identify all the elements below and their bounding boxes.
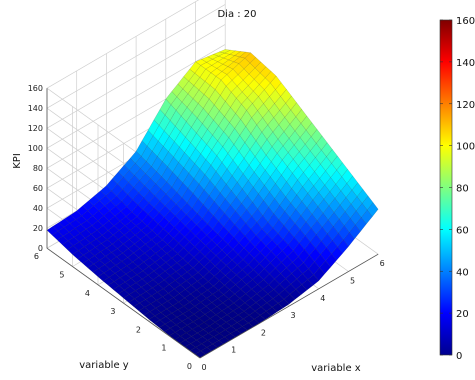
colorbar-tick-label: 80 — [456, 184, 469, 195]
z-tick-label: 60 — [33, 184, 43, 193]
z-tick-label: 40 — [33, 204, 43, 213]
surface-patch — [112, 171, 124, 185]
surface-patch — [46, 226, 59, 236]
z-axis-label: KPI — [12, 153, 23, 169]
x-tick-label: 3 — [291, 311, 296, 320]
z-tick-label: 80 — [33, 164, 43, 173]
z-tick-label: 20 — [33, 224, 43, 233]
x-tick-label: 2 — [261, 328, 266, 337]
surface-mesh — [46, 49, 379, 359]
surface-patch — [94, 190, 106, 202]
colorbar-tick-label: 20 — [456, 309, 469, 320]
x-tick-label: 6 — [380, 259, 385, 268]
z-tick-label: 0 — [38, 244, 43, 253]
colorbar-ticks: 0 20 40 60 80 100 120 140 160 — [440, 16, 475, 362]
surface-patch — [100, 185, 112, 197]
surface-patch — [76, 205, 88, 217]
surface-patch — [218, 49, 231, 54]
z-tick-label: 140 — [28, 104, 43, 113]
colorbar-tick-label: 160 — [456, 16, 475, 27]
z-tick-label: 100 — [28, 144, 43, 153]
y-axis-line — [46, 247, 201, 359]
z-tick-label: 160 — [28, 84, 43, 93]
y-tick-label: 6 — [34, 252, 39, 261]
x-tick-label: 1 — [231, 346, 236, 355]
x-axis-label: variable x — [311, 363, 361, 374]
y-tick-label: 4 — [85, 289, 90, 298]
x-tick-label: 4 — [320, 294, 325, 303]
surface-patch — [52, 222, 65, 232]
y-axis-label: variable y — [79, 360, 129, 371]
y-tick-label: 0 — [187, 362, 192, 371]
z-tick-label: 120 — [28, 124, 43, 133]
colorbar-tick-label: 140 — [456, 58, 475, 69]
colorbar-tick-label: 120 — [456, 100, 475, 111]
chart-title: Dia : 20 — [217, 9, 256, 20]
colorbar-tick-label: 100 — [456, 142, 475, 153]
x-tick-label: 5 — [350, 277, 355, 286]
colorbar-tick-label: 0 — [456, 351, 462, 362]
x-axis-line — [199, 253, 379, 359]
y-tick-label: 5 — [59, 271, 64, 280]
colorbar-tick-label: 60 — [456, 225, 469, 236]
y-tick-label: 1 — [161, 344, 166, 353]
colorbar-tick-label: 40 — [456, 267, 469, 278]
y-tick-label: 2 — [136, 325, 141, 334]
x-tick-label: 0 — [201, 363, 206, 372]
y-tick-label: 3 — [110, 307, 115, 316]
